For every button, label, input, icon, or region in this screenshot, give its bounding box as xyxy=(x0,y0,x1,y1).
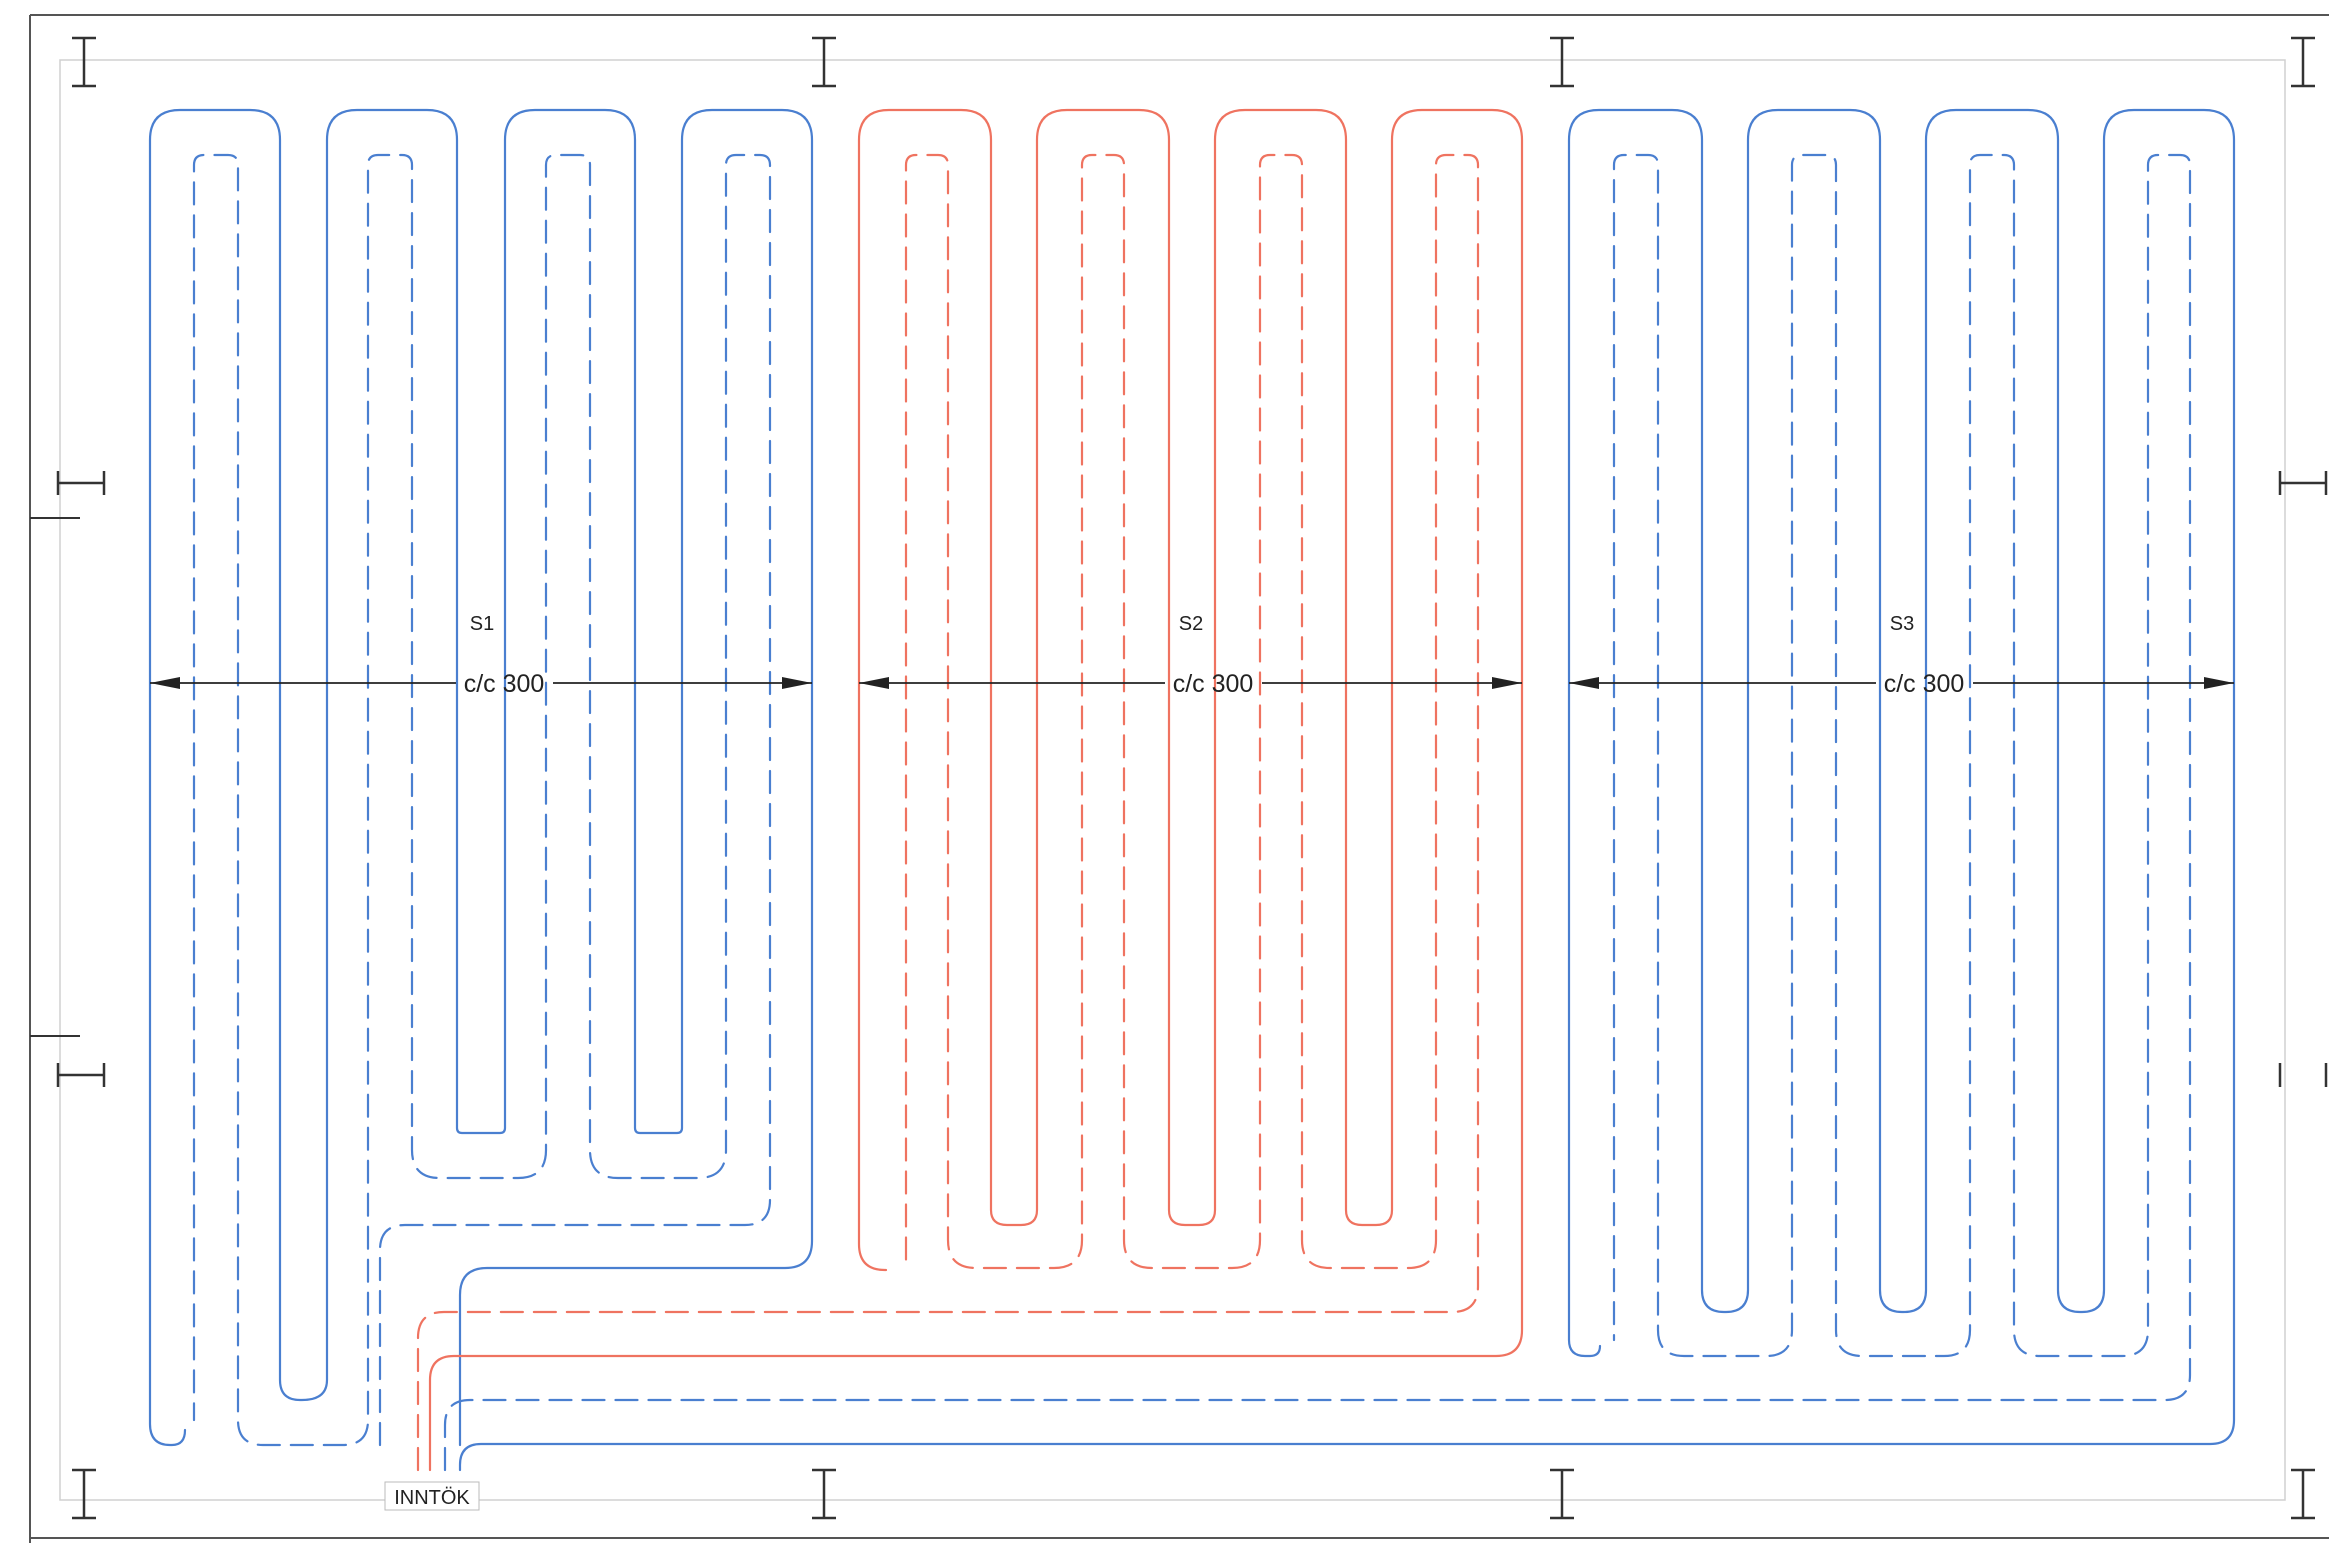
spacing-label-s1: c/c 300 xyxy=(464,670,545,698)
s2-supply-pipe xyxy=(428,108,1524,1472)
dimension-s3 xyxy=(1569,677,2234,689)
i-mark-left-1 xyxy=(56,471,106,495)
i-mark-left-2 xyxy=(56,1063,106,1087)
circuit-s3 xyxy=(443,108,2236,1472)
i-mark-bottom-3 xyxy=(1550,1468,1574,1520)
i-mark-bottom-1 xyxy=(72,1468,96,1520)
i-mark-bottom-2 xyxy=(812,1468,836,1520)
s1-return-pipe xyxy=(192,153,772,1447)
i-mark-right-1 xyxy=(2278,471,2328,495)
dimension-s2 xyxy=(859,677,1522,689)
s3-return-pipe xyxy=(443,153,2192,1472)
s2-return-pipe xyxy=(416,153,1480,1472)
circuit-name-s3: S3 xyxy=(1890,613,1914,635)
i-mark-right-2 xyxy=(2278,1063,2328,1087)
i-mark-top-2 xyxy=(812,36,836,88)
spacing-label-s2: c/c 300 xyxy=(1173,670,1254,698)
support-marks xyxy=(56,36,2328,1520)
circuit-s2 xyxy=(416,108,1524,1472)
s3-supply-pipe xyxy=(458,108,2236,1472)
s1-supply-pipe xyxy=(148,108,814,1447)
dimension-s1 xyxy=(150,677,812,689)
inlet-label: INNTÖK xyxy=(394,1487,470,1509)
sheet-frame xyxy=(29,14,2329,1543)
circuit-s1 xyxy=(148,108,814,1447)
spacing-label-s3: c/c 300 xyxy=(1884,670,1965,698)
i-mark-top-3 xyxy=(1550,36,1574,88)
i-mark-top-1 xyxy=(72,36,96,88)
i-mark-top-4 xyxy=(2291,36,2315,88)
circuit-name-s1: S1 xyxy=(470,613,494,635)
inlet-tag: INNTÖK xyxy=(384,1481,480,1511)
circuit-name-s2: S2 xyxy=(1179,613,1203,635)
i-mark-bottom-4 xyxy=(2291,1468,2315,1520)
